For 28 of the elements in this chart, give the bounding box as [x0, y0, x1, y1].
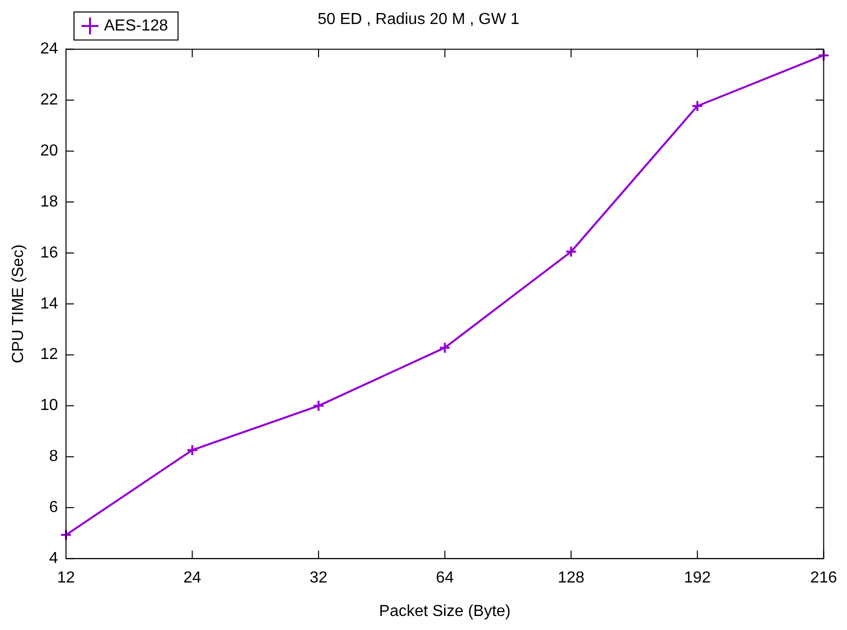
legend-label: AES-128 [104, 17, 168, 34]
y-tick-label: 8 [49, 448, 58, 466]
point [818, 49, 830, 62]
x-tick-label: 128 [558, 570, 585, 587]
x-tick-label: 32 [310, 570, 328, 587]
point [312, 400, 325, 412]
x-tick-label: 216 [810, 570, 838, 587]
y-tick-label: 20 [40, 142, 58, 160]
y-tick-label: 24 [40, 40, 58, 58]
chart-title: 50 ED , Radius 20 M , GW 1 [318, 11, 520, 28]
y-tick-label: 12 [40, 346, 58, 364]
x-tick-label: 24 [183, 570, 202, 587]
y-axis-title: CPU TIME (Sec) [10, 244, 28, 364]
x-axis-title: Packet Size (Byte) [379, 602, 511, 620]
y-tick-label: 16 [40, 244, 58, 262]
y-tick-label: 6 [49, 499, 58, 516]
point [691, 100, 704, 112]
y-tick-label: 22 [40, 92, 58, 109]
x-tick-label: 64 [436, 570, 454, 587]
y-tick-label: 4 [49, 550, 58, 568]
point [565, 246, 578, 258]
point [438, 342, 451, 354]
y-tick-label: 18 [40, 193, 58, 210]
point [60, 528, 72, 541]
y-tick-label: 14 [40, 295, 58, 312]
point [186, 444, 198, 456]
y-tick-label: 10 [40, 397, 58, 414]
x-tick-label: 192 [684, 570, 711, 587]
